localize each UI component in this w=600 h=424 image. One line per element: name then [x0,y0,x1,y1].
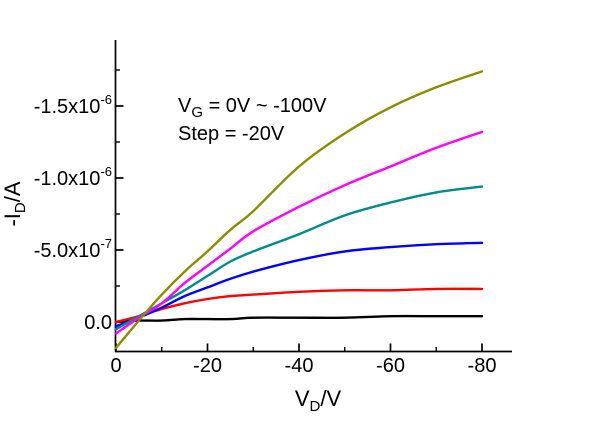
x-tick-label: 0 [110,355,121,377]
x-axis-title: VD/V [295,386,342,415]
curve-vg--100v [114,70,484,350]
y-axis-title: -ID/A [0,181,29,226]
x-tick-label: -80 [468,355,497,377]
legend: VG = 0V ~ -100V Step = -20V [178,95,327,145]
legend-line-2: Step = -20V [178,123,285,145]
tick-labels: 0 -20 -40 -60 -80 0.0 -5.0x10-7 -1.0x10-6 -1.5x1… [34,92,497,377]
y-tick-label: -5.0x10-7 [34,236,112,262]
curve-vg-0v [114,314,484,324]
x-tick-label: -20 [193,355,222,377]
axes [114,40,512,353]
curve-vg--80v [114,130,484,335]
x-tick-label: -40 [285,355,314,377]
y-tick-label: -1.0x10-6 [34,164,112,190]
data-curves [114,70,484,350]
x-tick-label: -60 [376,355,405,377]
curve-vg--40v [114,241,484,328]
y-tick-label: -1.5x10-6 [34,92,112,118]
y-tick-label: 0.0 [84,312,112,334]
legend-line-1: VG = 0V ~ -100V [178,95,327,121]
